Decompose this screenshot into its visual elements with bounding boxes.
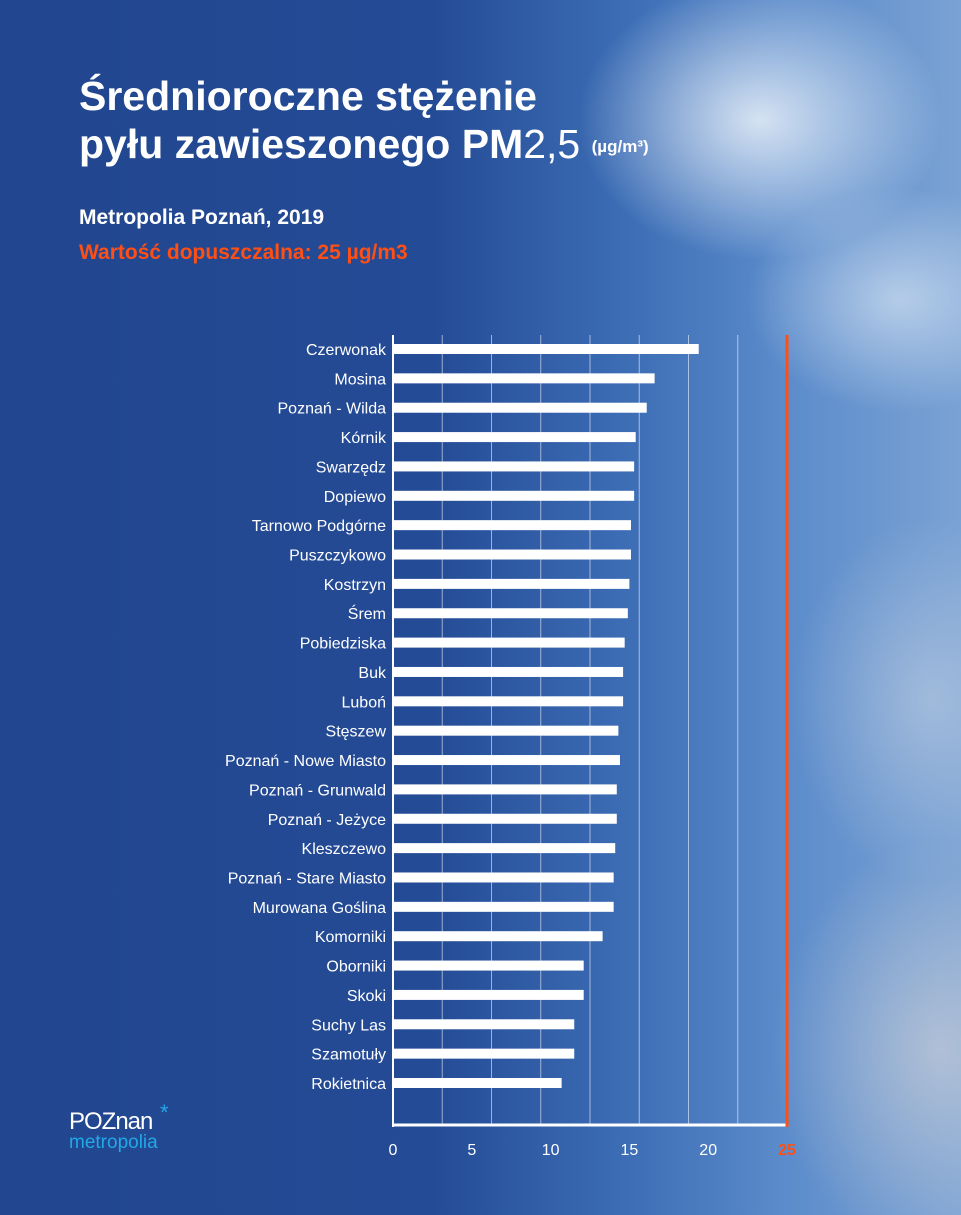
bar [393,901,614,912]
logo-top: POZnan [69,1108,153,1135]
category-label: Skoki [347,988,386,1005]
category-label: Kleszczewo [302,841,387,858]
x-tick-label: 15 [621,1142,639,1159]
bar [393,960,584,971]
bar [393,373,655,384]
category-label: Suchy Las [311,1017,386,1034]
category-label: Rokietnica [311,1076,386,1093]
title-line-2: pyłu zawieszonego PM2,5 (µg/m³) [79,120,649,171]
bar [393,813,617,824]
subtitle: Metropolia Poznań, 2019 [79,206,325,229]
category-label: Pobiedziska [300,636,386,653]
bar [393,1078,562,1088]
logo-bottom: metropolia [69,1132,158,1153]
bar [393,784,617,795]
logo: POZnan metropolia * [69,1100,169,1154]
bar [393,432,636,443]
bar [393,755,620,766]
category-label: Buk [358,665,387,682]
bar [393,637,625,648]
category-label: Poznań - Nowe Miasto [225,753,386,770]
category-label: Szamotuły [311,1047,386,1064]
bar [393,989,584,1000]
category-label: Poznań - Jeżyce [268,812,386,829]
x-tick-label: 10 [542,1142,560,1159]
category-label: Dopiewo [324,489,386,506]
bar [393,696,624,707]
x-tick-label: 20 [699,1142,717,1159]
title-pm-number: 2,5 [523,121,581,167]
category-label: Stęszew [326,724,387,741]
bar [393,461,635,472]
title-pm: pyłu zawieszonego PM [79,121,524,167]
category-label: Poznań - Stare Miasto [228,870,386,887]
category-label: Śrem [348,604,386,623]
category-label: Kórnik [341,430,387,447]
bar [393,872,614,883]
category-label: Swarzędz [316,459,386,476]
bar [393,843,616,854]
category-label: Kostrzyn [324,577,386,594]
x-tick-label: 25 [778,1142,796,1159]
category-label: Oborniki [326,959,386,976]
x-tick-label: 0 [389,1142,398,1159]
bar [393,725,619,736]
chart-title: Średnioroczne stężenie pyłu zawieszonego… [79,72,649,171]
category-label: Komorniki [315,929,386,946]
bar [393,402,647,413]
bar [393,344,699,354]
bar [393,549,631,560]
category-label: Mosina [334,371,386,388]
category-label: Puszczykowo [289,548,386,565]
title-line-1: Średnioroczne stężenie [79,73,537,119]
bar [393,1048,575,1059]
title-unit: (µg/m³) [591,137,649,157]
limit-text: Wartość dopuszczalna: 25 µg/m3 [79,241,408,264]
bar [393,931,603,942]
bar [393,578,630,589]
bar [393,490,635,501]
category-label: Poznań - Wilda [278,401,387,418]
category-label: Luboń [342,694,387,711]
category-label: Tarnowo Podgórne [252,518,386,535]
bar [393,666,624,677]
asterisk-icon: * [160,1100,169,1125]
category-label: Poznań - Grunwald [249,782,386,799]
bar [393,520,631,531]
category-label: Murowana Goślina [253,900,387,917]
category-label: Czerwonak [306,342,387,359]
bar [393,1019,575,1030]
x-tick-label: 5 [467,1142,476,1159]
bar [393,608,628,619]
